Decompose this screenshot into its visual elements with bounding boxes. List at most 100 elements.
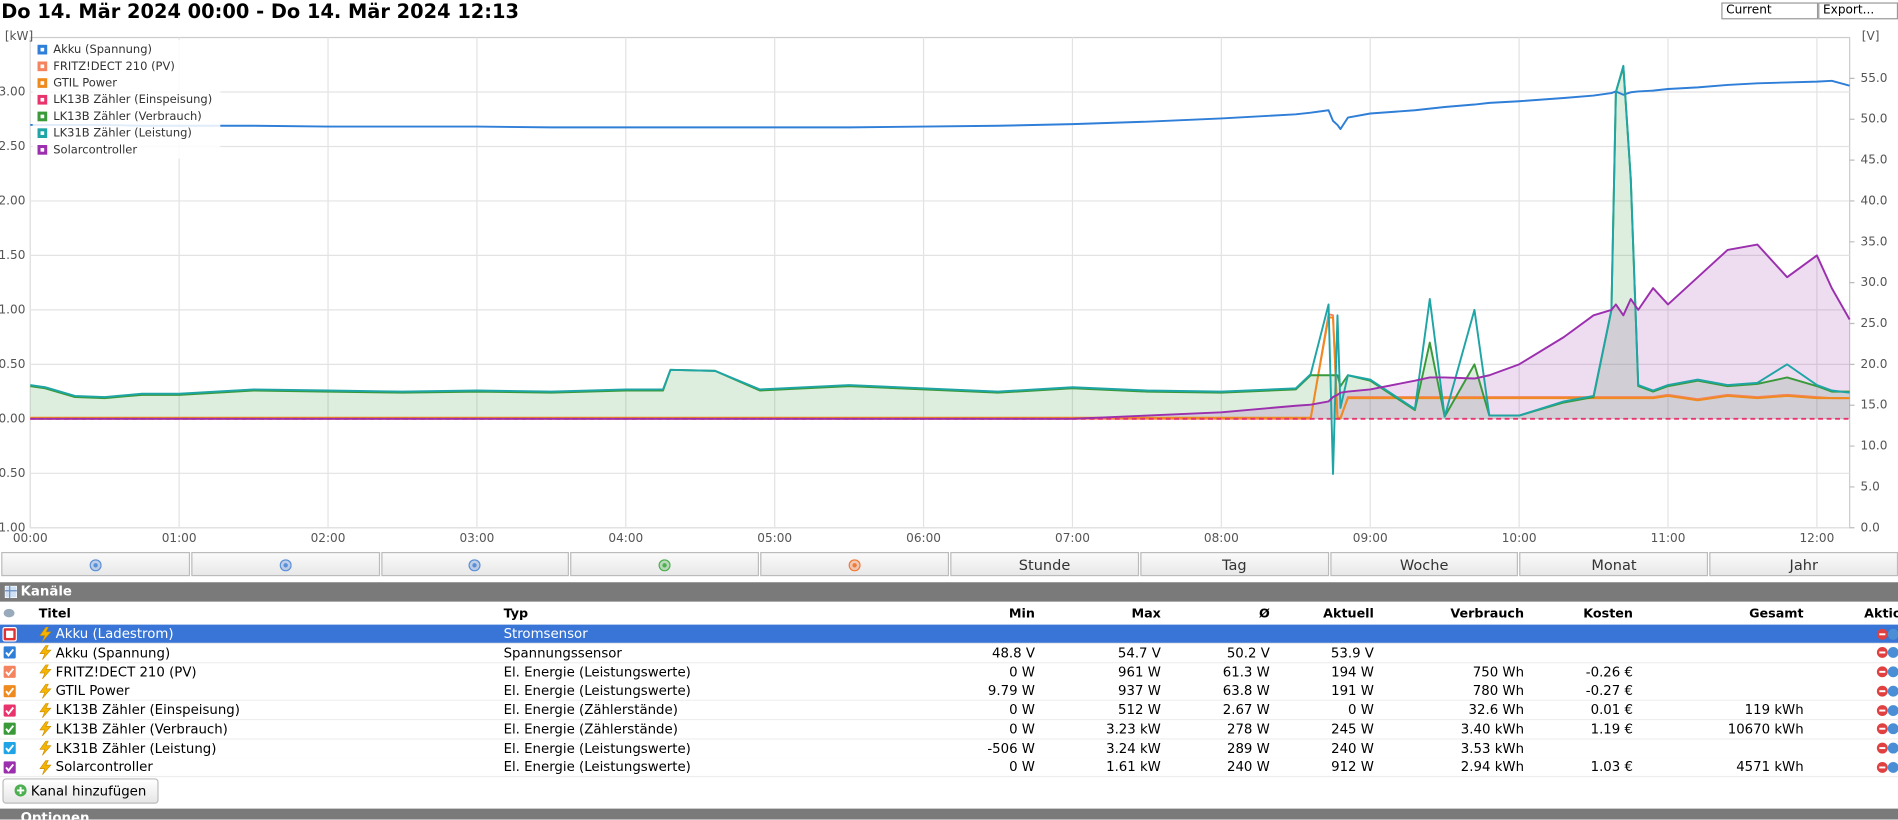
table-cell: 10670 kWh [1727, 721, 1804, 737]
table-cell: 0 W [1348, 702, 1374, 718]
toolbar-button[interactable]: Tag [1140, 551, 1329, 577]
table-cell: Stromsensor [503, 625, 588, 642]
y-tick-label: 0.00 [0, 411, 25, 425]
table-cell: 3.53 kWh [1460, 740, 1525, 756]
table-cell: 1.61 kW [1106, 759, 1161, 776]
table-row[interactable] [0, 739, 1898, 759]
table-cell: 9.79 W [987, 683, 1035, 699]
column-header: Titel [38, 606, 71, 621]
row-actions[interactable] [1876, 742, 1898, 754]
toolbar-button[interactable]: Monat [1519, 551, 1709, 577]
table-cell: El. Energie (Leistungswerte) [503, 759, 691, 776]
table-cell: 937 W [1118, 683, 1161, 699]
channel-checkbox[interactable] [2, 664, 17, 680]
add-channel-button[interactable]: Kanal hinzufügen [2, 778, 159, 804]
table-cell: 63.8 W [1222, 683, 1270, 699]
x-tick-label: 10:00 [1502, 531, 1537, 545]
toolbar-icon-button[interactable] [191, 551, 380, 577]
legend-label: Akku (Spannung) [53, 42, 152, 56]
table-row[interactable] [0, 662, 1898, 683]
column-header: Ø [1258, 606, 1270, 621]
y2-tick-label: 50.0 [1861, 112, 1888, 126]
legend-swatch-inner [40, 47, 45, 52]
row-actions[interactable] [1876, 685, 1898, 697]
row-actions[interactable] [1876, 761, 1898, 773]
table-cell: 3.40 kWh [1460, 721, 1525, 737]
legend-label: GTIL Power [53, 76, 117, 90]
table-cell: 240 W [1226, 759, 1270, 776]
period-select[interactable]: Current [1721, 2, 1819, 20]
legend-label: Solarcontroller [53, 142, 137, 156]
table-cell: 191 W [1331, 683, 1374, 699]
channel-checkbox[interactable] [2, 702, 17, 718]
table-cell: Solarcontroller [55, 759, 153, 776]
x-tick-label: 00:00 [13, 531, 48, 545]
y-tick-label: 3.00 [0, 84, 25, 98]
toolbar-icon-button[interactable] [570, 551, 760, 577]
column-header: Aktion [1864, 606, 1898, 621]
channel-checkbox[interactable] [2, 740, 17, 756]
table-cell: 61.3 W [1222, 663, 1270, 680]
channel-checkbox[interactable] [2, 759, 17, 775]
row-actions[interactable] [1876, 723, 1898, 735]
energy-icon [39, 645, 52, 661]
toolbar-button[interactable]: Woche [1329, 551, 1519, 577]
export-select[interactable]: Export... [1818, 2, 1898, 20]
row-actions[interactable] [1876, 628, 1898, 640]
table-cell: El. Energie (Zählerstände) [503, 721, 678, 737]
table-cell: El. Energie (Leistungswerte) [503, 683, 691, 699]
table-row[interactable] [0, 700, 1898, 721]
series-line [30, 243, 1851, 420]
y2-tick-label: 25.0 [1861, 316, 1888, 330]
table-cell: 0 W [1009, 702, 1035, 718]
legend-swatch-inner [40, 97, 45, 102]
row-actions[interactable] [1876, 647, 1898, 659]
period-title: Do 14. Mär 2024 00:00 - Do 14. Mär 2024 … [1, 0, 519, 23]
table-cell: GTIL Power [55, 683, 130, 699]
toolbar-icon-button[interactable] [1, 551, 190, 577]
table-cell: -0.26 € [1585, 663, 1633, 680]
table-cell: 54.7 V [1117, 644, 1161, 661]
column-header: Max [1131, 606, 1161, 621]
x-tick-label: 09:00 [1353, 531, 1388, 545]
y2-tick-label: 55.0 [1861, 71, 1888, 85]
visibility-header-icon [3, 608, 15, 618]
row-actions[interactable] [1876, 704, 1898, 716]
x-tick-label: 05:00 [757, 531, 792, 545]
y2-tick-label: 20.0 [1861, 357, 1888, 371]
legend-box [32, 39, 221, 159]
x-tick-label: 11:00 [1651, 531, 1686, 545]
channel-checkbox[interactable] [2, 683, 17, 699]
toolbar-button[interactable]: Jahr [1709, 551, 1898, 577]
toolbar-icon-button[interactable] [760, 551, 950, 577]
channel-checkbox[interactable] [2, 626, 17, 641]
table-row[interactable] [0, 624, 1898, 644]
table-row[interactable] [0, 758, 1898, 778]
column-header: Min [1008, 606, 1035, 621]
energy-icon [39, 702, 52, 718]
table-row[interactable] [0, 719, 1898, 740]
row-actions[interactable] [1876, 666, 1898, 678]
channel-checkbox[interactable] [2, 721, 17, 737]
table-cell: 3.24 kW [1106, 740, 1161, 756]
table-cell: 32.6 Wh [1468, 702, 1525, 718]
export-select-text: Export... [1823, 3, 1875, 17]
legend-label: FRITZ!DECT 210 (PV) [53, 59, 175, 73]
table-row[interactable] [0, 681, 1898, 702]
column-header: Gesamt [1749, 606, 1804, 621]
x-tick-label: 02:00 [311, 531, 346, 545]
column-header: Typ [503, 606, 529, 621]
legend-swatch-inner [40, 131, 45, 135]
y2-tick-label: 10.0 [1861, 439, 1888, 453]
toolbar-icon [848, 559, 861, 572]
toolbar-icon-button[interactable] [380, 551, 570, 577]
toolbar-button[interactable]: Stunde [950, 551, 1139, 577]
channel-checkbox[interactable] [2, 645, 17, 661]
y-tick-label: -1.00 [0, 520, 25, 534]
energy-icon [39, 721, 52, 737]
table-cell: LK13B Zähler (Einspeisung) [55, 702, 240, 718]
x-tick-label: 04:00 [608, 531, 643, 545]
toolbar-icon [279, 559, 292, 572]
table-row[interactable] [0, 643, 1898, 664]
table-cell: 240 W [1331, 740, 1374, 756]
